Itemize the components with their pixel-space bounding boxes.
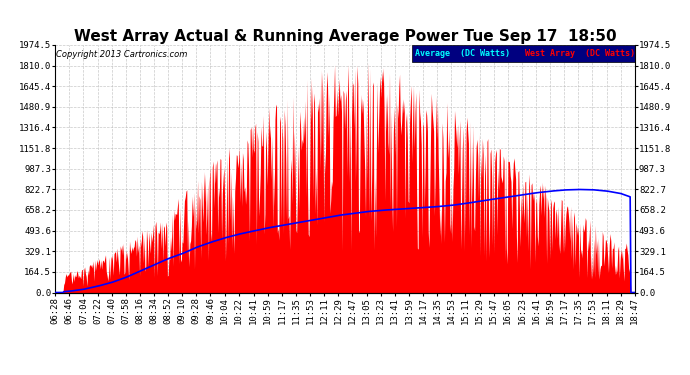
Text: Average  (DC Watts): Average (DC Watts) [415, 49, 509, 58]
Title: West Array Actual & Running Average Power Tue Sep 17  18:50: West Array Actual & Running Average Powe… [74, 29, 616, 44]
FancyBboxPatch shape [412, 45, 635, 62]
Text: West Array  (DC Watts): West Array (DC Watts) [525, 49, 635, 58]
Text: Copyright 2013 Cartronics.com: Copyright 2013 Cartronics.com [57, 50, 188, 59]
